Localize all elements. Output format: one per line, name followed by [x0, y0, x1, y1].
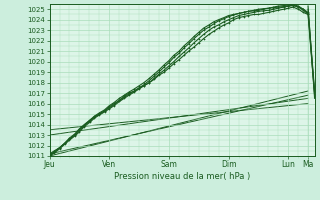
- X-axis label: Pression niveau de la mer( hPa ): Pression niveau de la mer( hPa ): [114, 172, 251, 181]
